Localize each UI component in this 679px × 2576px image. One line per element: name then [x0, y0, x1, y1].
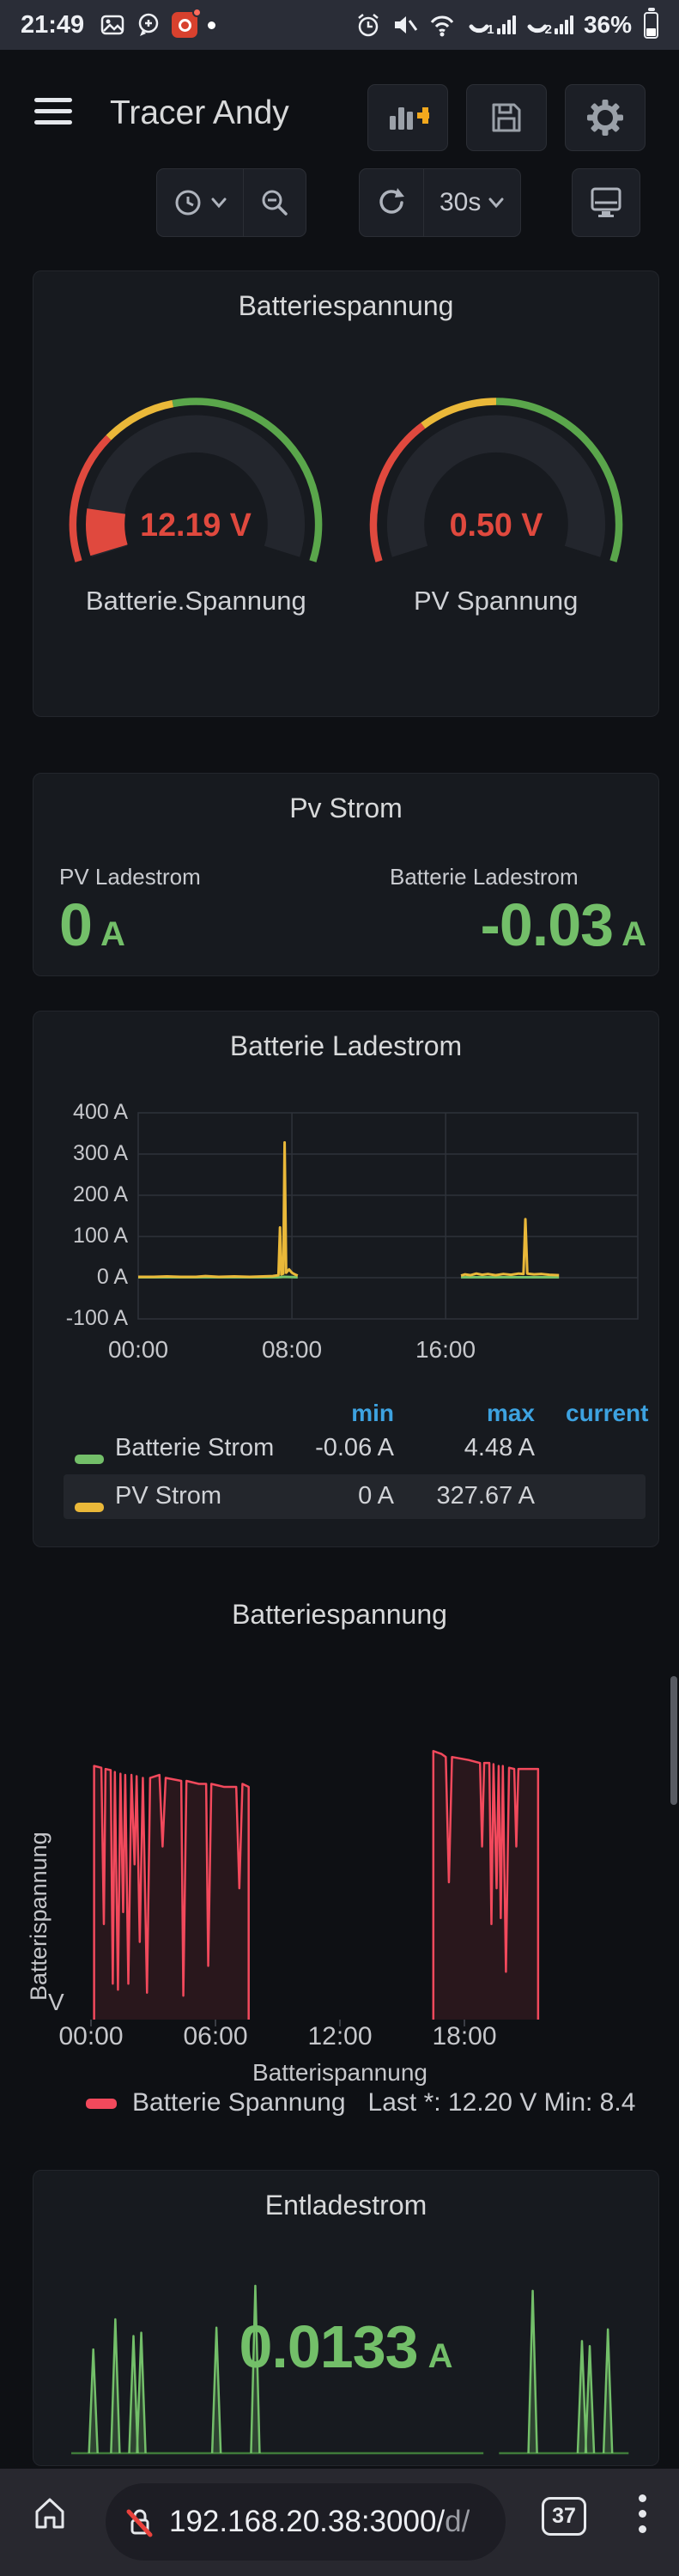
refresh-interval-dropdown[interactable]: 30s: [423, 169, 520, 236]
message-add-icon: [136, 12, 161, 38]
y-tick: 300 A: [73, 1141, 128, 1165]
y-axis-unit: V: [48, 1989, 64, 2015]
x-axis-label: Batterispannung: [252, 2059, 427, 2086]
browser-menu-button[interactable]: [639, 2494, 646, 2541]
x-tick: 06:00: [183, 2022, 248, 2050]
dashboard-toolbar: 30s: [0, 168, 679, 237]
x-tick: 18:00: [432, 2022, 497, 2050]
sim2-signal-icon: 2: [526, 13, 573, 37]
url-text: 192.168.20.38:3000/d/: [169, 2505, 470, 2538]
gauge-label: PV Spannung: [413, 586, 579, 616]
legend-max-value: 327.67 A: [436, 1482, 536, 1510]
gauge-batterie-spannung: 12.19 V Batterie.Spannung: [58, 374, 333, 617]
y-tick: 400 A: [73, 1100, 128, 1124]
dashboard-title: Tracer Andy: [110, 94, 289, 131]
dashboard-settings-button[interactable]: [565, 84, 646, 151]
app-header: Tracer Andy: [0, 76, 679, 160]
legend-max-value: 4.48 A: [464, 1434, 535, 1461]
x-tick: 16:00: [415, 1336, 476, 1363]
gauge-label: Batterie.Spannung: [85, 586, 306, 616]
x-tick: 12:00: [307, 2022, 373, 2050]
alarm-icon: [355, 11, 382, 39]
panel-title[interactable]: Batteriespannung: [232, 1599, 447, 1630]
wifi-icon: [428, 12, 458, 38]
sim1-signal-icon: 1: [468, 13, 516, 37]
legend-row-highlight: [64, 1474, 646, 1519]
gauge-pv-spannung: 0.50 V PV Spannung: [359, 374, 634, 617]
legend-row-batterie-spannung[interactable]: Batterie Spannung Last *: 12.20 V Min: 8.…: [86, 2088, 679, 2117]
panel-title[interactable]: Entladestrom: [264, 2190, 427, 2221]
refresh-icon: [379, 188, 404, 214]
x-tick: 00:00: [107, 1336, 169, 1363]
status-bar: 21:49 1 2 36%: [0, 0, 679, 50]
zoom-out-button[interactable]: [243, 169, 306, 236]
legend-column-min[interactable]: min: [351, 1400, 394, 1426]
time-range-picker[interactable]: [157, 169, 243, 236]
mute-icon: [392, 12, 418, 38]
panel-entladestrom: Entladestrom 0.0133 A: [33, 2170, 659, 2466]
legend-stats: Last *: 12.20 V Min: 8.4: [367, 2088, 636, 2117]
series-swatch: [86, 2099, 117, 2110]
legend-min-value: 0 A: [358, 1482, 394, 1510]
refresh-button[interactable]: [360, 169, 423, 236]
add-panel-icon: [390, 107, 429, 130]
insecure-lock-icon: [126, 2509, 153, 2537]
scrollbar-thumb[interactable]: [670, 1676, 677, 1805]
time-series-chart: [137, 1112, 639, 1320]
screen-record-icon: [172, 8, 203, 38]
battery-percent: 36%: [583, 11, 632, 38]
y-tick: -100 A: [65, 1306, 128, 1330]
x-tick: 08:00: [261, 1336, 323, 1363]
chevron-down-icon: [488, 197, 504, 209]
panel-batteriespannung-gauges: Batteriespannung 12.19 V Batterie.Spannu…: [33, 270, 659, 717]
gauge-chart: 0.50 V: [369, 398, 622, 562]
gauge-chart: 12.19 V: [70, 398, 323, 562]
zoom-out-icon: [262, 190, 288, 216]
stat-entladestrom: 0.0133 A: [239, 2313, 453, 2380]
y-axis-label: Batterispannung: [26, 1832, 52, 2001]
time-series-chart: [90, 1750, 540, 2026]
home-button[interactable]: [31, 2494, 69, 2532]
browser-bottom-bar: 192.168.20.38:3000/d/ 37: [0, 2469, 679, 2576]
save-dashboard-button[interactable]: [466, 84, 547, 151]
chevron-down-icon: [211, 197, 227, 209]
gear-icon: [587, 100, 623, 136]
monitor-icon: [591, 187, 621, 217]
legend-min-value: -0.06 A: [315, 1434, 394, 1461]
battery-icon: [644, 7, 658, 39]
save-icon: [492, 103, 521, 132]
panel-title[interactable]: Batteriespannung: [238, 290, 454, 321]
tab-switcher-button[interactable]: 37: [542, 2497, 586, 2536]
panel-title[interactable]: Batterie Ladestrom: [229, 1030, 463, 1061]
y-tick: 100 A: [73, 1224, 128, 1248]
notification-dot-icon: [208, 21, 216, 29]
series-swatch: [75, 1455, 104, 1464]
y-tick: 0 A: [96, 1265, 128, 1289]
panel-batteriespannung-graph: Batteriespannung Batterispannung V 00:00…: [0, 1589, 679, 2147]
panel-batterie-ladestrom: Batterie Ladestrom 400 A 300 A 200 A 100…: [33, 1011, 659, 1547]
panel-title[interactable]: Pv Strom: [289, 793, 403, 823]
add-panel-button[interactable]: [367, 84, 448, 151]
svg-text:0.50 V: 0.50 V: [449, 507, 543, 543]
home-icon: [35, 2498, 64, 2529]
clock-time: 21:49: [21, 10, 85, 39]
gallery-icon: [100, 12, 125, 38]
svg-text:12.19 V: 12.19 V: [140, 507, 252, 543]
menu-icon[interactable]: [34, 98, 72, 132]
stat-batterie-ladestrom: Batterie Ladestrom -0.03 A: [390, 864, 646, 958]
clock-icon: [175, 190, 201, 216]
series-swatch: [75, 1503, 104, 1512]
address-bar[interactable]: 192.168.20.38:3000/d/: [106, 2483, 506, 2561]
y-tick: 200 A: [73, 1182, 128, 1206]
legend-column-max[interactable]: max: [486, 1400, 535, 1426]
kiosk-mode-button[interactable]: [573, 169, 640, 236]
sparkline-chart: [71, 2284, 629, 2455]
legend-column-current[interactable]: current: [566, 1400, 649, 1426]
x-tick: 00:00: [58, 2022, 124, 2050]
